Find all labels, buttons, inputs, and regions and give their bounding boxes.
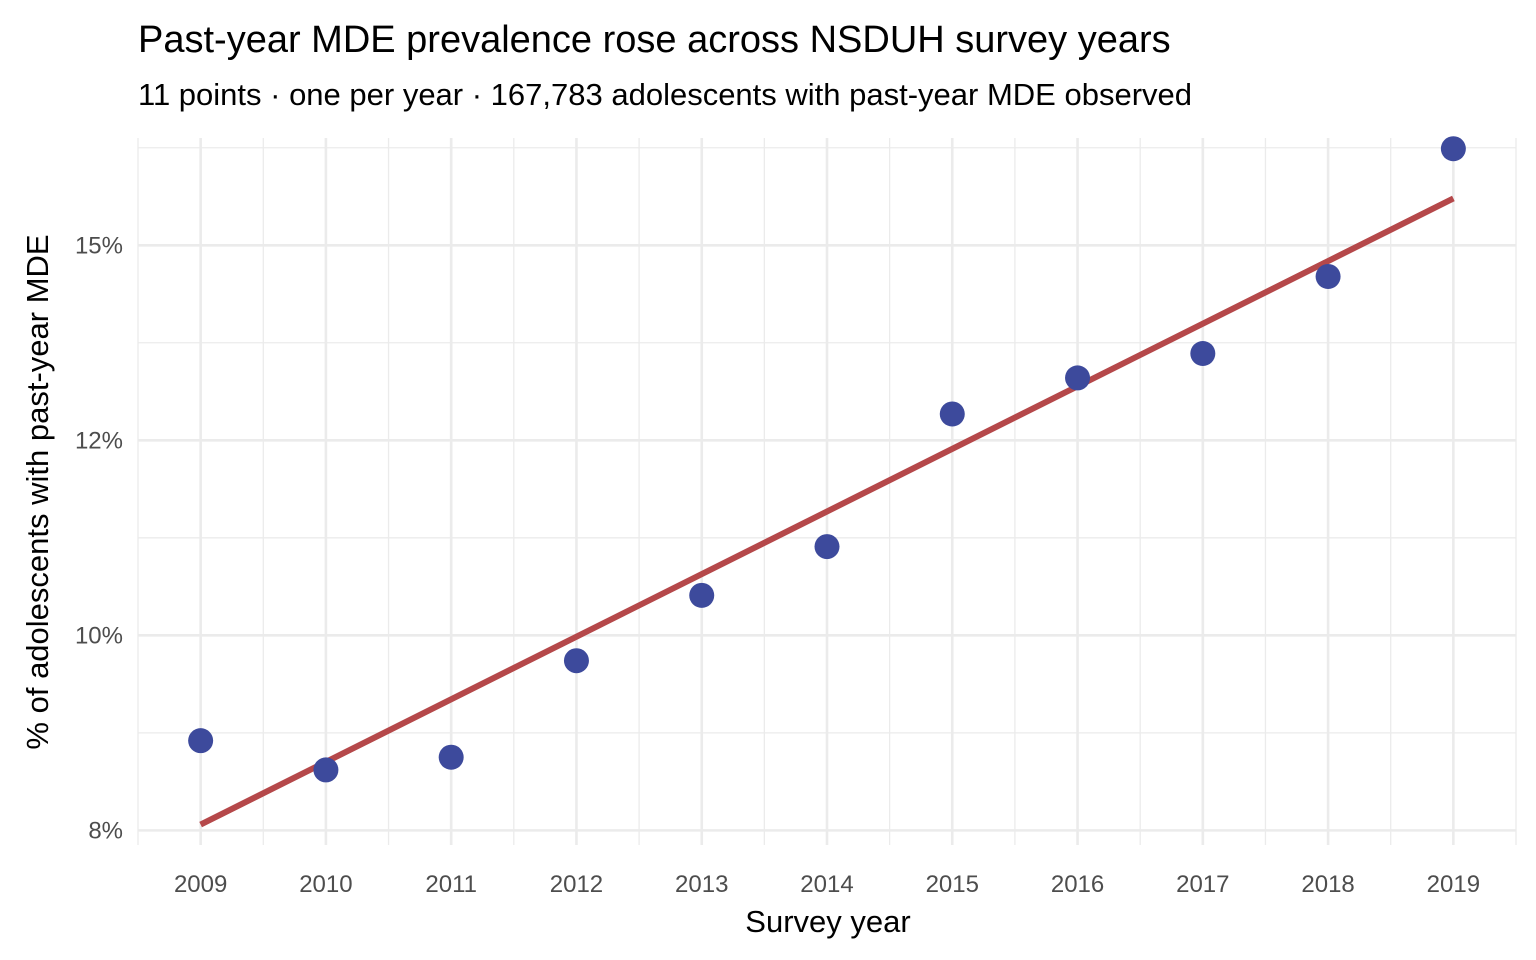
data-point	[313, 757, 339, 783]
x-tick-label: 2010	[299, 871, 352, 898]
x-axis-title: Survey year	[745, 904, 910, 939]
x-axis-ticks: 2009 2010 2011 2012 2013 2014 2015 2016 2017 2018…	[174, 871, 1480, 898]
y-axis-title: % of adolescents with past-year MDE	[20, 234, 55, 749]
points-layer	[188, 136, 1466, 783]
data-point	[1315, 263, 1341, 289]
x-tick-label: 2017	[1176, 871, 1229, 898]
x-tick-label: 2016	[1051, 871, 1104, 898]
trend-line-layer	[199, 195, 1455, 828]
x-tick-label: 2019	[1427, 871, 1480, 898]
data-point	[814, 534, 840, 560]
x-tick-label: 2011	[425, 871, 477, 898]
y-axis-ticks: 8% 10% 12% 15%	[75, 232, 123, 844]
y-tick-label: 15%	[75, 232, 123, 259]
data-point	[438, 744, 464, 770]
x-tick-label: 2012	[550, 871, 603, 898]
chart-subtitle: 11 points · one per year · 167,783 adole…	[138, 77, 1192, 112]
y-tick-label: 12%	[75, 427, 123, 454]
data-point	[188, 728, 214, 754]
y-tick-label: 8%	[88, 817, 123, 844]
data-point	[563, 648, 589, 674]
data-point	[939, 401, 965, 427]
trend-line	[199, 195, 1455, 828]
x-tick-label: 2009	[174, 871, 227, 898]
y-tick-label: 10%	[75, 622, 123, 649]
x-tick-label: 2015	[926, 871, 979, 898]
data-point	[689, 582, 715, 608]
data-point	[1065, 365, 1091, 391]
chart-title: Past-year MDE prevalence rose across NSD…	[138, 19, 1171, 61]
grid	[137, 138, 1517, 845]
x-tick-label: 2014	[800, 871, 853, 898]
data-point	[1440, 136, 1466, 162]
x-tick-label: 2013	[675, 871, 728, 898]
data-point	[1190, 341, 1216, 367]
x-tick-label: 2018	[1301, 871, 1354, 898]
